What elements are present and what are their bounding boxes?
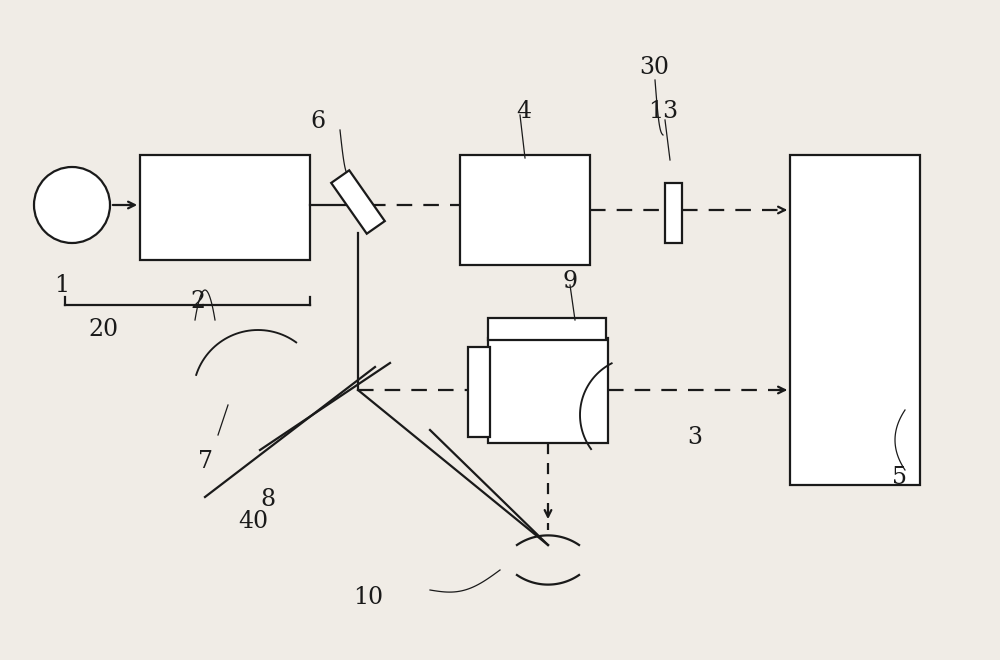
Text: 5: 5 [893,467,908,490]
Bar [488,338,608,443]
Bar [140,155,310,260]
Bar [488,318,606,340]
Text: 10: 10 [353,587,383,609]
Circle shape [34,167,110,243]
Text: 30: 30 [639,57,669,79]
Text: 3: 3 [688,426,702,449]
Text: 7: 7 [198,451,212,473]
Bar [460,155,590,265]
Text: 8: 8 [260,488,276,512]
Text: 6: 6 [310,110,326,133]
Bar [665,183,682,243]
Text: 4: 4 [516,100,532,123]
Text: 1: 1 [54,273,70,296]
Text: 2: 2 [190,290,206,313]
Text: 40: 40 [238,510,268,533]
Text: 13: 13 [648,100,678,123]
Text: 20: 20 [88,319,118,341]
Bar [790,155,920,485]
Text: 9: 9 [562,271,578,294]
Bar [468,347,490,437]
Polygon shape [331,170,385,234]
